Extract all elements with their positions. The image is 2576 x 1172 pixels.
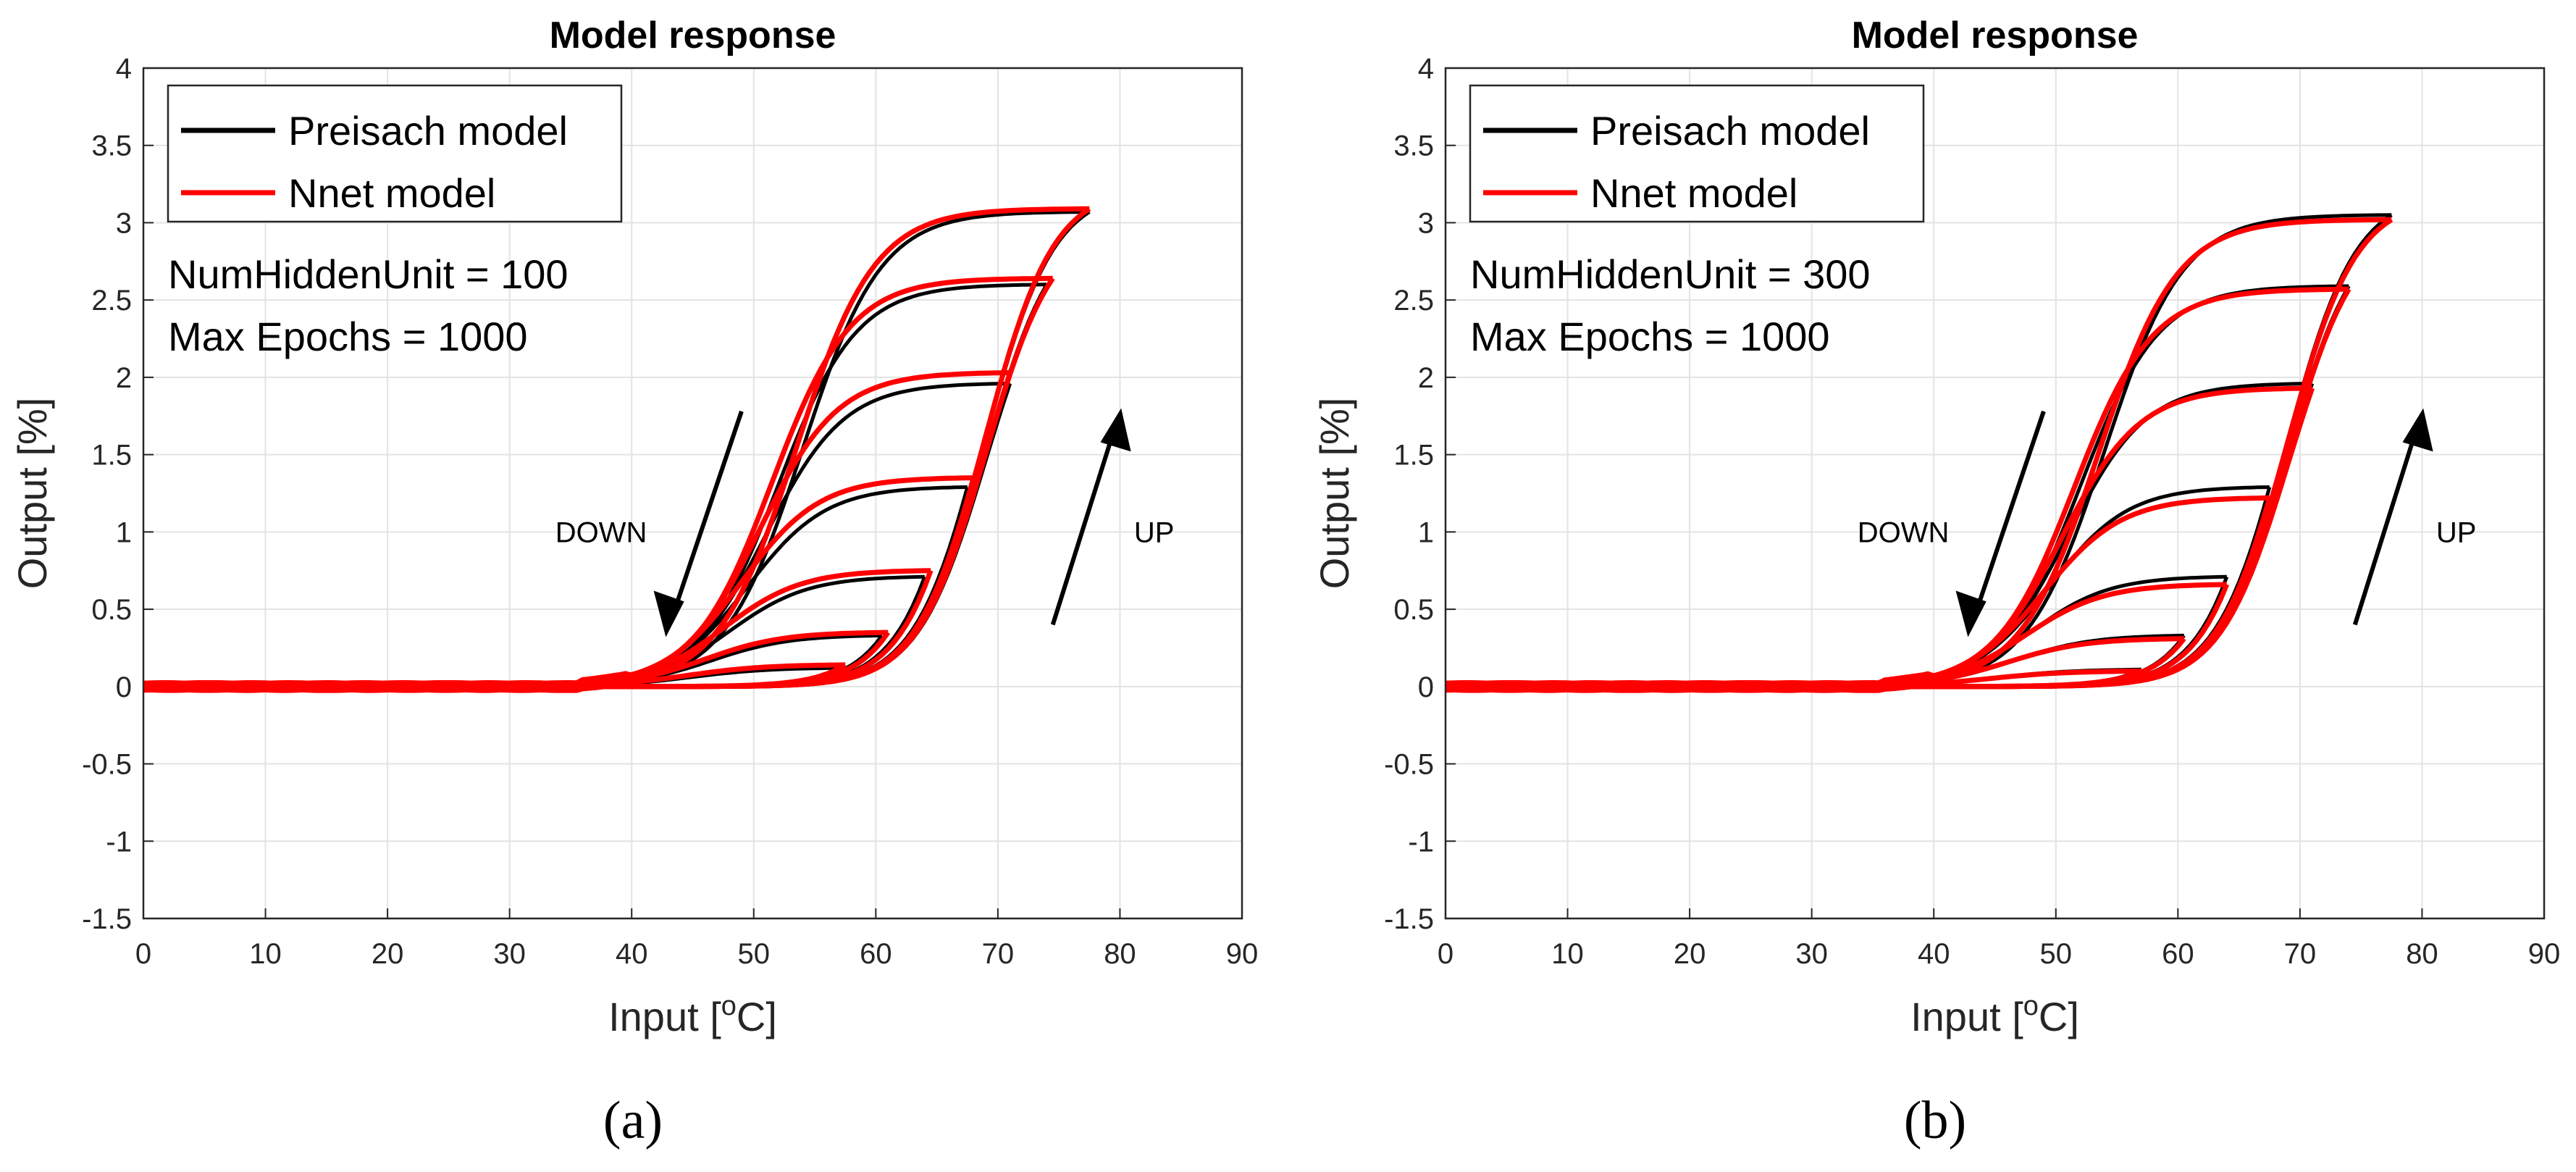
x-tick-label: 40 (1918, 938, 1950, 970)
x-tick-label: 50 (2040, 938, 2073, 970)
up-arrow-shaft (2352, 426, 2420, 626)
chart-title: Model response (550, 14, 836, 56)
legend-box (1469, 84, 1925, 223)
x-tick-label: 90 (1226, 938, 1259, 970)
y-tick-label: 0 (116, 671, 132, 703)
y-tick-label: 0.5 (1393, 594, 1434, 626)
panel-label-b: (b) (1903, 1091, 1967, 1150)
curve-down-branch (143, 629, 889, 693)
legend-label: Preisach model (1590, 108, 1870, 154)
axes-box (142, 67, 1243, 920)
chart-panel-a: 0 10 20 30 40 50 60 70 80 90 -1.5 -1 -0.5 0 0.5 1 1.5 2 2.… (9, 14, 1259, 1150)
series-nnet (143, 206, 1091, 693)
x-tick-label: 0 (1438, 938, 1453, 970)
x-tick-label: 20 (1674, 938, 1706, 970)
legend-label: Preisach model (288, 108, 568, 154)
chart-panel-b: 0 10 20 30 40 50 60 70 80 90 -1.5 -1 -0.5 0 0.5 1 1.5 2 2.… (1302, 0, 2576, 1172)
y-tick-label: -1 (1408, 826, 1434, 858)
curve-down-branch (1445, 636, 2184, 693)
y-tick-label: -1 (106, 826, 132, 858)
y-axis-label: Output [%] (9, 398, 55, 590)
annotation-text: Max Epochs = 1000 (168, 314, 528, 359)
y-tick-label: -0.5 (82, 749, 132, 781)
x-tick-label: 60 (2162, 938, 2194, 970)
annotation-text: NumHiddenUnit = 100 (168, 251, 569, 297)
x-axis-label: Input [oC] (1910, 991, 2079, 1039)
curve-up-branch (582, 662, 847, 690)
y-tick-label: -1.5 (1384, 903, 1434, 935)
up-arrow-shaft (1050, 426, 1117, 626)
legend-box (167, 84, 623, 223)
up-arrow-label: UP (2436, 516, 2477, 548)
y-tick-label: 1.5 (91, 440, 132, 472)
down-arrow-head (1955, 590, 1986, 637)
y-tick-label: 4 (116, 53, 132, 85)
chart-svg-a: 0 10 20 30 40 50 60 70 80 90 -1.5 -1 -0.5 0 0.5 1 1.5 2 2.… (9, 14, 1259, 1039)
chart-title: Model response (1852, 14, 2139, 56)
up-arrow-label: UP (1134, 516, 1175, 548)
y-tick-label: 2.5 (91, 285, 132, 317)
y-tick-label: 0.5 (91, 594, 132, 626)
up-arrow-head (2402, 408, 2433, 452)
x-tick-label: 40 (616, 938, 648, 970)
y-tick-label: 1.5 (1393, 440, 1434, 472)
down-arrow-shaft (1971, 410, 2046, 623)
x-tick-label: 90 (2528, 938, 2561, 970)
axes-box (1444, 67, 2546, 920)
up-arrow-head (1100, 408, 1131, 452)
y-tick-label: -0.5 (1384, 749, 1434, 781)
down-arrow-label: DOWN (555, 516, 647, 548)
x-tick-label: 20 (372, 938, 404, 970)
x-tick-label: 10 (1551, 938, 1584, 970)
x-tick-label: 70 (2284, 938, 2317, 970)
y-tick-label: 1 (1418, 516, 1434, 548)
annotation-text: NumHiddenUnit = 300 (1470, 251, 1871, 297)
curve-down-branch (143, 662, 846, 693)
down-arrow-label: DOWN (1858, 516, 1950, 548)
y-tick-label: 2 (116, 362, 132, 394)
x-tick-label: 80 (2406, 938, 2438, 970)
y-tick-label: -1.5 (82, 903, 132, 935)
y-tick-label: 0 (1418, 671, 1434, 703)
x-axis-label: Input [oC] (608, 991, 777, 1039)
y-tick-label: 4 (1418, 53, 1434, 85)
chart-svg-b: 0 10 20 30 40 50 60 70 80 90 -1.5 -1 -0.5 0 0.5 1 1.5 2 2.… (1312, 14, 2561, 1039)
panel-label-a: (a) (603, 1091, 663, 1150)
annotation-text: Max Epochs = 1000 (1470, 314, 1830, 359)
y-tick-label: 1 (116, 516, 132, 548)
down-arrow-head (653, 590, 684, 637)
legend-label: Nnet model (1590, 170, 1797, 216)
y-tick-label: 3.5 (91, 130, 132, 162)
x-tick-label: 0 (135, 938, 151, 970)
curve-down-branch (1445, 669, 2141, 693)
y-tick-label: 2.5 (1393, 285, 1434, 317)
x-tick-label: 30 (493, 938, 526, 970)
curve-up-branch (1884, 669, 2143, 690)
y-tick-label: 3 (116, 207, 132, 239)
y-tick-label: 3.5 (1393, 130, 1434, 162)
down-arrow-shaft (668, 410, 744, 623)
legend-label: Nnet model (288, 170, 495, 216)
y-axis-label: Output [%] (1312, 398, 1357, 590)
x-tick-label: 50 (738, 938, 771, 970)
y-tick-label: 2 (1418, 362, 1434, 394)
x-tick-label: 70 (982, 938, 1015, 970)
series-nnet (1445, 217, 2394, 693)
x-tick-label: 80 (1104, 938, 1136, 970)
x-tick-label: 30 (1795, 938, 1828, 970)
x-tick-label: 60 (860, 938, 892, 970)
y-tick-label: 3 (1418, 207, 1434, 239)
x-tick-label: 10 (249, 938, 282, 970)
